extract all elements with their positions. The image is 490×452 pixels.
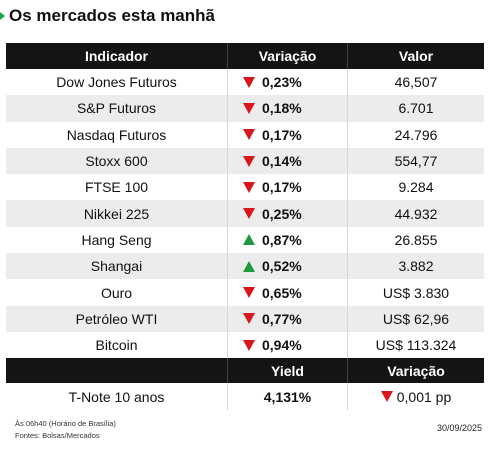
row-change-value: 0,17% — [262, 126, 302, 143]
down-arrow-icon — [243, 287, 255, 299]
row-change-value: 0,65% — [262, 284, 302, 301]
row-value: US$ 113.324 — [375, 337, 457, 354]
row-indicator: Dow Jones Futuros — [56, 74, 177, 91]
table-row: Dow Jones Futuros 0,23% 46,507 — [6, 69, 484, 96]
row-value: 554,77 — [394, 153, 438, 170]
row-change: 0,94% — [227, 331, 348, 359]
header-change: Variação — [227, 43, 348, 69]
table-row: S&P Futuros 0,18% 6.701 — [6, 95, 484, 122]
row-value: 46,507 — [394, 74, 438, 91]
row-change-value: 0,52% — [262, 258, 302, 275]
row-change-value: 0,18% — [262, 100, 302, 117]
page-title: Os mercados esta manhã — [9, 6, 215, 25]
up-arrow-icon — [243, 260, 255, 272]
row-change: 0,52% — [227, 253, 348, 280]
markets-table: Indicador Variação Valor Dow Jones Futur… — [6, 43, 484, 359]
row-indicator: FTSE 100 — [84, 179, 149, 196]
table-body: Dow Jones Futuros 0,23% 46,507 S&P Futuros 0… — [6, 69, 484, 359]
table-row: Shangai 0,52% 3.882 — [6, 253, 484, 280]
header-indicator: Indicador — [84, 48, 148, 64]
row-value: 6.701 — [398, 100, 434, 117]
down-arrow-icon — [380, 391, 393, 402]
header-value: Valor — [398, 48, 434, 64]
row-indicator: Nasdaq Futuros — [66, 126, 167, 143]
down-arrow-icon — [243, 313, 255, 325]
table-row: Nasdaq Futuros 0,17% 24.796 — [6, 121, 484, 148]
row-indicator: Nikkei 225 — [83, 205, 150, 222]
down-arrow-icon — [243, 129, 255, 141]
table-row: Stoxx 600 0,14% 554,77 — [6, 147, 484, 175]
row-indicator: S&P Futuros — [76, 100, 157, 117]
table-row: Petróleo WTI 0,77% US$ 62,96 — [6, 305, 484, 332]
row-change: 0,14% — [227, 147, 348, 175]
row-change-value: 0,23% — [262, 74, 302, 91]
treasury-change: 0,001 pp — [348, 383, 484, 410]
row-indicator: Shangai — [90, 258, 143, 275]
row-change: 0,17% — [227, 121, 348, 148]
row-change: 0,77% — [227, 305, 348, 332]
row-change-value: 0,94% — [262, 337, 302, 354]
date-label: 30/09/2025 — [436, 423, 482, 433]
row-change: 0,65% — [227, 279, 348, 306]
table-header: Indicador Variação Valor — [6, 43, 484, 69]
down-arrow-icon — [243, 155, 255, 167]
title-marker-icon — [0, 12, 5, 20]
table-row: FTSE 100 0,17% 9.284 — [6, 174, 484, 201]
row-value: 3.882 — [398, 258, 434, 275]
table-row: Ouro 0,65% US$ 3.830 — [6, 279, 484, 306]
row-change-value: 0,17% — [262, 179, 302, 196]
table-row: Bitcoin 0,94% US$ 113.324 — [6, 331, 484, 359]
down-arrow-icon — [243, 76, 255, 88]
table-row: Nikkei 225 0,25% 44.932 — [6, 200, 484, 227]
title-row: Os mercados esta manhã — [0, 4, 215, 28]
down-arrow-icon — [243, 339, 255, 351]
row-indicator: Ouro — [100, 284, 133, 301]
row-indicator: Petróleo WTI — [75, 310, 158, 327]
header-yield: Yield — [227, 358, 348, 383]
row-change: 0,25% — [227, 200, 348, 227]
row-value: US$ 62,96 — [382, 310, 450, 327]
row-indicator: Bitcoin — [95, 337, 138, 354]
row-change: 0,17% — [227, 174, 348, 201]
sources-note: Fontes: Bolsas/Mercados — [15, 431, 100, 440]
down-arrow-icon — [243, 102, 255, 114]
treasury-header: Yield Variação — [6, 358, 484, 383]
treasury-change-value: 0,001 pp — [396, 388, 452, 405]
treasury-name: T-Note 10 anos — [68, 388, 165, 405]
time-note: Às 06h40 (Horário de Brasília) — [15, 419, 116, 428]
row-value: 26.855 — [394, 231, 438, 248]
treasury-row: T-Note 10 anos 4,131% 0,001 pp — [6, 383, 484, 410]
row-change: 0,87% — [227, 226, 348, 254]
row-value: 9.284 — [398, 179, 434, 196]
down-arrow-icon — [243, 208, 255, 220]
row-indicator: Hang Seng — [81, 231, 152, 248]
row-change: 0,23% — [227, 69, 348, 96]
up-arrow-icon — [243, 234, 255, 246]
row-change-value: 0,14% — [262, 153, 302, 170]
row-indicator: Stoxx 600 — [85, 153, 148, 170]
header-treasury-change: Variação — [387, 362, 445, 379]
footer-notes: Às 06h40 (Horário de Brasília) Fontes: B… — [15, 418, 116, 442]
table-row: Hang Seng 0,87% 26.855 — [6, 226, 484, 254]
row-change: 0,18% — [227, 95, 348, 122]
row-change-value: 0,25% — [262, 205, 302, 222]
row-value: 24.796 — [394, 126, 438, 143]
treasury-header-blank — [6, 358, 227, 383]
down-arrow-icon — [243, 181, 255, 193]
treasury-yield: 4,131% — [227, 383, 348, 410]
row-change-value: 0,77% — [262, 310, 302, 327]
row-value: 44.932 — [394, 205, 438, 222]
row-value: US$ 3.830 — [382, 284, 450, 301]
row-change-value: 0,87% — [262, 231, 302, 248]
